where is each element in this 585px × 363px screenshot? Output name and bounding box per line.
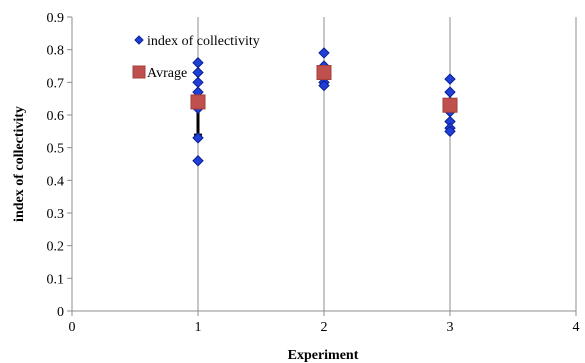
data-point-diamond (444, 73, 456, 85)
y-tick-label: 0.5 (47, 142, 65, 157)
y-tick-label: 0.7 (47, 76, 65, 91)
y-tick-label: 0.1 (47, 272, 65, 287)
average-point-square (316, 65, 332, 81)
data-point-diamond (192, 155, 204, 167)
legend-label: Avrage (147, 66, 187, 81)
data-point-diamond (192, 132, 204, 144)
y-tick-label: 0.9 (47, 11, 65, 26)
x-tick-label: 2 (321, 320, 328, 335)
data-point-diamond (192, 57, 204, 69)
legend-marker-square (132, 65, 146, 79)
legend: index of collectivity Avrage (132, 34, 260, 81)
x-tick-labels: 0 1 2 3 4 (69, 320, 580, 335)
x-tick-label: 1 (195, 320, 202, 335)
average-point-square (190, 94, 206, 110)
y-tick-label: 0.6 (47, 109, 65, 124)
y-tick-label: 0 (57, 305, 64, 320)
y-tick-labels: 0 0.1 0.2 0.3 0.4 0.5 0.6 0.7 0.8 0.9 (47, 11, 65, 320)
x-tick-label: 3 (447, 320, 454, 335)
y-tick-label: 0.4 (47, 174, 65, 189)
average-point-square (442, 97, 458, 113)
series-points (190, 47, 458, 167)
x-tick-label: 0 (69, 320, 76, 335)
y-tick-label: 0.2 (47, 240, 65, 255)
data-point-diamond (318, 47, 330, 59)
data-point-diamond (192, 76, 204, 89)
data-point-diamond (192, 66, 204, 79)
y-tick-label: 0.8 (47, 44, 65, 59)
y-axis-title: index of collectivity (12, 106, 27, 222)
data-point-diamond (444, 125, 456, 138)
legend-marker-diamond (134, 35, 144, 45)
gridlines (197, 17, 577, 311)
x-tick-label: 4 (573, 320, 580, 335)
axes (67, 16, 577, 316)
data-point-diamond (318, 79, 330, 92)
data-point-diamond (444, 86, 456, 98)
y-tick-label: 0.3 (47, 207, 65, 222)
legend-label: index of collectivity (147, 34, 260, 49)
x-axis-title: Experiment (288, 348, 359, 363)
